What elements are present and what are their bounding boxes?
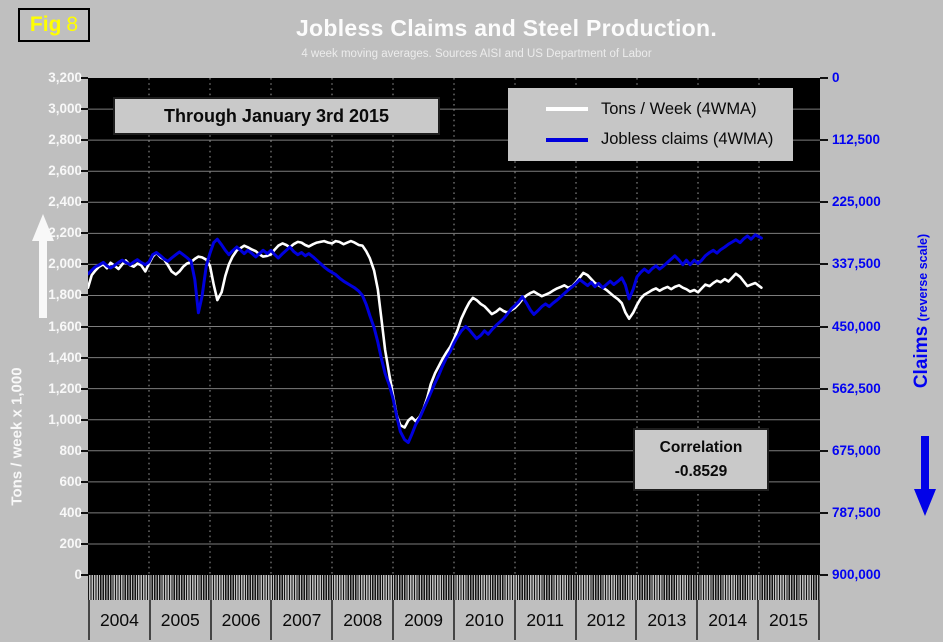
left-axis-tick-mark <box>81 77 88 79</box>
right-axis-title-main: Claims <box>911 325 932 389</box>
left-axis-tick-label: 2,600 <box>48 163 82 179</box>
legend-item-claims: Jobless claims (4WMA) <box>508 130 793 149</box>
chart-subtitle: 4 week moving averages. Sources AISI and… <box>301 48 652 60</box>
x-axis-year: 2005 <box>148 600 210 640</box>
right-axis-tick-label: 337,500 <box>832 256 881 272</box>
left-axis-tick-label: 1,000 <box>48 411 82 427</box>
right-axis-tick-mark <box>820 77 828 79</box>
right-axis-tick-label: 225,000 <box>832 194 881 210</box>
figure-badge-number: 8 <box>66 13 79 36</box>
left-axis-tick-mark <box>81 201 88 204</box>
right-axis-tick-mark <box>820 574 828 576</box>
left-axis-tick-mark <box>81 170 88 173</box>
right-axis-tick-mark <box>820 325 828 328</box>
left-axis-tick-mark <box>81 511 88 514</box>
left-axis-tick-mark <box>81 263 88 266</box>
right-axis-tick-mark <box>820 263 828 266</box>
left-axis-tick-label: 600 <box>59 473 82 489</box>
left-axis-tick-mark <box>81 574 88 576</box>
right-axis-tick-mark <box>820 511 828 514</box>
left-axis-tick-mark <box>81 480 88 483</box>
legend: Tons / Week (4WMA) Jobless claims (4WMA) <box>508 88 793 161</box>
right-axis-title-sub: (reverse scale) <box>916 233 930 322</box>
x-axis-minor-ticks <box>88 575 820 600</box>
left-axis-tick-mark <box>81 449 88 452</box>
left-axis-tick-mark <box>81 356 88 359</box>
x-axis-year: 2006 <box>209 600 271 640</box>
left-axis-tick-label: 1,800 <box>48 287 82 303</box>
right-axis-tick-label: 0 <box>832 70 840 85</box>
chart-title: Jobless Claims and Steel Production. <box>295 15 718 41</box>
right-axis-tick-label: 562,500 <box>832 380 881 396</box>
right-axis-tick-mark <box>820 387 828 390</box>
x-axis-year: 2007 <box>270 600 331 640</box>
right-axis-tick-mark <box>820 449 828 452</box>
correlation-box: Correlation -0.8529 <box>633 428 769 491</box>
left-axis-tick-mark <box>81 418 88 421</box>
left-axis-tick-label: 1,400 <box>48 349 82 365</box>
left-axis-tick-label: 800 <box>59 442 82 458</box>
up-arrow-icon <box>32 214 54 318</box>
left-axis-tick-label: 3,000 <box>48 101 82 117</box>
correlation-value: -0.8529 <box>674 462 728 480</box>
claims-series-line <box>88 233 763 444</box>
left-axis-tick-mark <box>81 387 88 390</box>
x-axis-year: 2008 <box>331 600 392 640</box>
left-axis-tick-label: 200 <box>59 535 82 551</box>
left-axis-tick-mark <box>81 108 88 111</box>
tons-line-swatch <box>546 107 588 112</box>
right-axis-tick-mark <box>820 139 828 142</box>
figure-badge-prefix: Fig <box>29 13 62 36</box>
right-axis-tick-label: 900,000 <box>832 567 881 582</box>
right-axis-tick-label: 450,000 <box>832 318 881 334</box>
x-axis-year-band: 2004 2005 2006 2007 2008 2009 2010 2011 2012 2013… <box>88 600 820 640</box>
left-axis-tick-mark <box>81 542 88 545</box>
legend-item-tons: Tons / Week (4WMA) <box>508 100 793 119</box>
left-axis-tick-label: 3,200 <box>48 70 82 85</box>
x-axis-year: 2014 <box>696 600 757 640</box>
legend-label-claims: Jobless claims (4WMA) <box>601 130 774 149</box>
right-axis-tick-mark <box>820 201 828 204</box>
right-axis-tick-label: 675,000 <box>832 442 881 458</box>
right-axis-tick-label: 112,500 <box>832 132 881 148</box>
x-axis-year: 2010 <box>452 600 514 640</box>
left-axis-tick-label: 2,400 <box>48 194 82 210</box>
left-axis-tick-mark <box>81 232 88 235</box>
left-axis-tick-label: 1,200 <box>48 380 82 396</box>
x-axis-year: 2013 <box>635 600 696 640</box>
right-axis-tick-label: 787,500 <box>832 504 881 520</box>
x-axis-year: 2015 <box>757 600 820 640</box>
x-axis-year: 2012 <box>574 600 636 640</box>
left-axis-tick-mark <box>81 325 88 328</box>
left-axis-tick-label: 400 <box>59 504 82 520</box>
x-axis-year: 2009 <box>392 600 453 640</box>
left-axis-tick-mark <box>81 294 88 297</box>
left-axis-tick-label: 1,600 <box>48 318 82 334</box>
left-axis-tick-label: 2,200 <box>48 225 82 241</box>
through-date-box: Through January 3rd 2015 <box>113 97 440 135</box>
correlation-title: Correlation <box>659 439 743 457</box>
left-axis-tick-mark <box>81 139 88 142</box>
x-axis-year: 2004 <box>88 600 149 640</box>
figure-badge: Fig 8 <box>18 8 90 42</box>
left-axis-tick-label: 0 <box>74 567 82 582</box>
down-arrow-icon <box>914 436 936 516</box>
claims-line-swatch <box>546 137 588 142</box>
x-axis-year: 2011 <box>513 600 575 640</box>
legend-label-tons: Tons / Week (4WMA) <box>601 99 757 118</box>
left-axis-tick-label: 2,800 <box>48 132 82 148</box>
left-axis-tick-label: 2,000 <box>48 256 82 272</box>
